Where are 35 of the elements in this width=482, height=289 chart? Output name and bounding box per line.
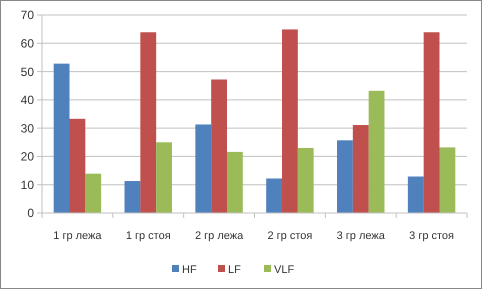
bar [337,140,353,213]
bar [85,174,102,213]
bar [439,147,456,213]
y-tick-label: 0 [27,206,34,220]
bar [424,32,440,213]
bar [282,29,298,213]
y-tick-label: 40 [20,93,34,108]
bar [368,90,384,213]
bar [124,181,140,213]
bar [352,125,369,213]
x-tick-label: 2 гр стоя [267,230,312,242]
x-tick-label: 1 гр лежа [53,230,102,242]
bar [54,64,70,213]
legend-label: VLF [274,264,294,276]
y-tick-label: 20 [20,150,34,164]
x-tick-label: 1 гр стоя [126,230,171,242]
y-tick-label: 10 [20,178,34,192]
bar [195,124,212,213]
bar [226,152,243,213]
x-tick-label: 3 гр стоя [409,230,454,242]
y-tick-label: 60 [20,36,34,50]
y-tick-label: 30 [20,121,34,136]
y-tick-label: 70 [20,8,34,22]
x-tick-label: 3 гр лежа [336,230,386,242]
bar [298,148,314,213]
bar [156,142,172,213]
y-tick-label: 50 [20,64,34,79]
legend-label: HF [182,264,197,276]
bar [70,118,86,213]
x-tick-label: 2 гр лежа [194,230,244,242]
legend-label: LF [228,264,242,276]
bar [211,79,227,213]
bar [266,178,282,213]
bar [408,176,424,213]
bar [140,32,156,213]
